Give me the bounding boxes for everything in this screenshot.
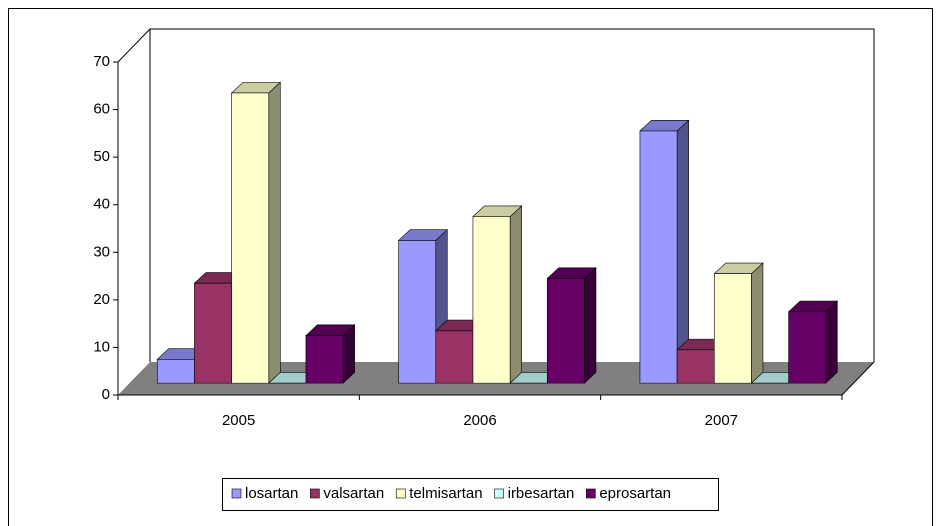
legend-swatch xyxy=(231,488,242,499)
x-tick-label: 2006 xyxy=(463,412,496,429)
legend-swatch xyxy=(586,488,596,499)
bar-front xyxy=(713,273,752,384)
y-tick-label: 50 xyxy=(93,148,110,165)
y-tick-label: 10 xyxy=(93,338,110,355)
bar-side xyxy=(584,267,597,384)
bar-front xyxy=(676,349,715,384)
wall-edge xyxy=(117,28,151,63)
bar-front xyxy=(788,311,827,384)
bar xyxy=(546,267,597,384)
bar xyxy=(305,324,356,384)
floor-edge xyxy=(841,361,875,396)
bar xyxy=(787,300,839,384)
legend xyxy=(222,478,719,511)
legend-swatch xyxy=(494,488,504,499)
x-tick-label: 2005 xyxy=(222,412,255,429)
back-wall xyxy=(149,28,875,362)
y-tick-label: 20 xyxy=(93,291,110,308)
bar-front xyxy=(305,335,344,384)
legend-swatch xyxy=(310,488,320,499)
bar-side xyxy=(509,205,522,384)
legend-label: telmisartan xyxy=(409,485,482,502)
bar-side xyxy=(268,81,281,384)
legend-label: valsartan xyxy=(323,485,384,502)
chart-border xyxy=(8,8,933,526)
bar-front xyxy=(156,359,195,384)
y-tick-label: 30 xyxy=(93,243,110,260)
bar-side xyxy=(825,300,838,384)
x-tick-label: 2007 xyxy=(705,412,738,429)
bar-front xyxy=(231,92,270,384)
y-tick-label: 40 xyxy=(93,196,110,213)
bar-front xyxy=(546,278,585,384)
bar-side xyxy=(751,262,764,384)
bar xyxy=(230,81,282,384)
legend-label: losartan xyxy=(245,485,298,502)
bar-front xyxy=(435,330,474,384)
y-tick-label: 0 xyxy=(102,386,110,403)
legend-swatch xyxy=(395,488,406,499)
bar xyxy=(639,119,690,384)
bar xyxy=(713,262,764,384)
bar-front xyxy=(194,282,232,384)
y-tick-label: 70 xyxy=(93,53,110,70)
y-tick-label: 60 xyxy=(93,101,110,118)
bar-front xyxy=(398,240,437,384)
bar xyxy=(472,205,523,384)
bar-front xyxy=(639,130,678,384)
bar-front xyxy=(472,216,511,384)
legend-label: irbesartan xyxy=(508,485,575,502)
legend-label: eprosartan xyxy=(599,485,671,502)
